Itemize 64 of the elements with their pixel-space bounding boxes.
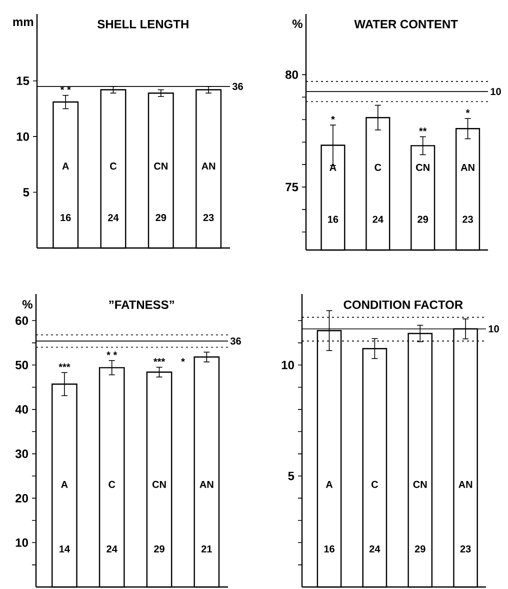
x-tick-label: A [62,162,69,170]
x-tick-label: AN [460,164,474,171]
y-tick-label: 50 [15,360,28,370]
chart-title: WATER CONTENT [354,20,458,28]
annotation: * * [60,86,71,90]
y-tick-label: 75 [286,182,298,192]
y-tick-label: 30 [15,450,28,458]
x-tick-label: A [326,481,333,488]
x-tick-label: A [61,481,68,488]
x-tick-label: A [330,164,336,171]
annotation: ** [418,128,427,132]
annotation: 14 [60,545,70,552]
x-tick-label: CN [413,480,427,488]
y-tick-label: 5 [288,472,294,480]
y-tick-label: 20 [16,494,28,502]
y-axis-title: % [292,20,302,28]
y-tick-label: 80 [285,70,298,79]
annotation: 36 [230,338,241,345]
x-tick-label: CN [154,162,168,170]
chart-title: ”FATNESS” [109,300,174,309]
y-tick-label: 40 [15,405,28,414]
x-tick-label: C [110,162,117,170]
annotation: 29 [156,214,166,222]
y-axis-title: % [22,300,32,309]
annotation: 23 [460,545,471,552]
annotation: 16 [60,214,71,222]
x-tick-label: C [108,480,116,488]
annotation: 16 [324,545,334,552]
y-tick-label: 10 [282,360,294,370]
annotation: 10 [488,325,499,332]
annotation: 24 [369,545,380,552]
annotation: * [466,109,470,114]
x-tick-label: CN [416,164,430,171]
annotation: *** [153,358,166,362]
chart-title: CONDITION FACTOR [344,300,463,309]
y-tick-label: 15 [16,76,30,86]
annotation: 29 [414,545,426,552]
annotation: 23 [203,214,214,222]
y-tick-label: 5 [23,188,30,196]
x-tick-label: C [374,164,382,171]
x-tick-label: C [371,480,378,488]
chart-title: SHELL LENGTH [97,20,188,28]
y-axis-title: mm [13,20,34,26]
annotation: 36 [232,82,243,90]
x-tick-label: AN [202,162,216,170]
annotation: * [181,358,185,362]
y-tick-label: 60 [16,316,28,325]
annotation: 24 [106,545,118,552]
annotation: 29 [418,216,428,223]
annotation: 24 [372,216,384,223]
annotation: 10 [490,88,501,96]
annotation: 23 [462,216,473,223]
x-tick-label: CN [152,480,166,488]
annotation: * [331,116,335,120]
annotation: 16 [328,216,338,223]
y-tick-label: 10 [16,538,28,547]
annotation: 29 [154,545,164,552]
x-tick-label: AN [458,481,472,488]
annotation: *** [58,363,70,368]
y-tick-label: 10 [16,132,29,141]
annotation: 21 [201,545,212,552]
annotation: 24 [108,214,119,222]
annotation: * * [106,352,118,356]
x-tick-label: AN [200,481,214,488]
